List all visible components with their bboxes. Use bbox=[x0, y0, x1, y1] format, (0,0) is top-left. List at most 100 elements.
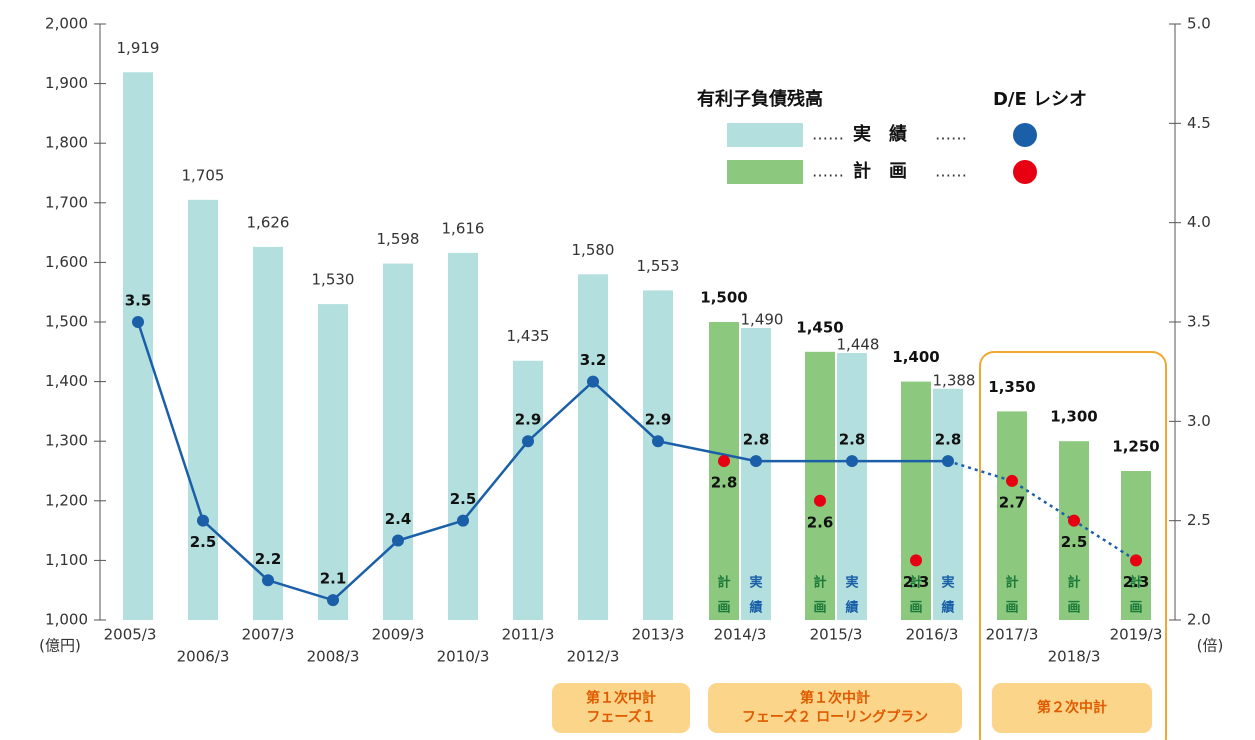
x-tick-label: 2005/3 bbox=[104, 626, 157, 644]
bar-value-label: 1,626 bbox=[247, 213, 290, 231]
actual-bar bbox=[513, 360, 543, 620]
y-tick-label: 1,400 bbox=[45, 372, 88, 390]
bar-value-label: 1,450 bbox=[796, 318, 843, 336]
bar-value-label: 1,705 bbox=[182, 166, 225, 184]
actual-bar bbox=[123, 72, 153, 620]
phase-label: フェーズ１ bbox=[586, 709, 655, 726]
in-bar-label: 計 bbox=[1129, 575, 1142, 591]
bar-value-label: 1,598 bbox=[377, 230, 420, 248]
de-plan-label: 2.7 bbox=[999, 493, 1026, 511]
de-plan-point bbox=[718, 455, 730, 468]
x-tick-label: 2006/3 bbox=[177, 648, 230, 666]
bar-value-label: 1,250 bbox=[1112, 438, 1159, 456]
bar-value-label: 1,435 bbox=[507, 327, 550, 345]
de-plan-point bbox=[1130, 554, 1142, 567]
de-plan-point bbox=[1006, 474, 1018, 487]
de-plan-point bbox=[910, 554, 922, 567]
bar-value-label: 1,350 bbox=[988, 378, 1035, 396]
in-bar-label: 画 bbox=[1005, 601, 1018, 616]
de-actual-label: 2.4 bbox=[385, 510, 412, 528]
legend-dot bbox=[1013, 123, 1037, 147]
plan-bar bbox=[1121, 471, 1151, 620]
legend-leader: …… bbox=[935, 162, 967, 181]
de-actual-label: 2.8 bbox=[839, 431, 866, 449]
plan-bar bbox=[901, 381, 931, 620]
y2-tick-label: 3.5 bbox=[1187, 313, 1211, 331]
x-tick-label: 2012/3 bbox=[567, 648, 620, 666]
phase-label: フェーズ２ ローリングプラン bbox=[742, 709, 928, 726]
actual-bar bbox=[383, 263, 413, 620]
x-tick-label: 2010/3 bbox=[437, 648, 490, 666]
y-tick-label: 1,300 bbox=[45, 432, 88, 450]
plan-bar bbox=[1059, 441, 1089, 620]
de-actual-point bbox=[652, 435, 664, 448]
bar-value-label: 1,500 bbox=[700, 289, 747, 307]
x-tick-label: 2018/3 bbox=[1048, 648, 1101, 666]
legend-leader: …… bbox=[812, 125, 844, 144]
y-tick-label: 1,100 bbox=[45, 551, 88, 569]
de-actual-line bbox=[136, 321, 948, 602]
x-tick-label: 2007/3 bbox=[242, 626, 295, 644]
de-actual-point bbox=[522, 435, 534, 448]
legend-leader: …… bbox=[812, 162, 844, 181]
de-actual-point bbox=[262, 574, 274, 587]
legend-title: D/E レシオ bbox=[993, 89, 1087, 110]
y-tick-label: 1,200 bbox=[45, 491, 88, 509]
bar-value-label: 1,490 bbox=[741, 310, 784, 328]
bar-value-label: 1,530 bbox=[312, 271, 355, 289]
in-bar-label: 績 bbox=[845, 600, 858, 616]
de-actual-point bbox=[750, 455, 762, 468]
actual-bar bbox=[578, 274, 608, 620]
y2-tick-label: 3.0 bbox=[1187, 412, 1211, 430]
de-actual-point bbox=[327, 594, 339, 607]
de-actual-point bbox=[846, 455, 858, 468]
de-plan-point bbox=[1068, 514, 1080, 527]
in-bar-label: 画 bbox=[813, 601, 826, 616]
y-tick-label: 1,500 bbox=[45, 313, 88, 331]
de-plan-label: 2.5 bbox=[1061, 533, 1088, 551]
in-bar-label: 画 bbox=[1067, 601, 1080, 616]
y2-tick-label: 5.0 bbox=[1187, 15, 1211, 33]
in-bar-label: 計 bbox=[813, 575, 826, 591]
de-actual-label: 2.1 bbox=[320, 570, 347, 588]
x-tick-label: 2009/3 bbox=[372, 626, 425, 644]
de-actual-label: 2.9 bbox=[645, 411, 672, 429]
y-tick-label: 1,800 bbox=[45, 134, 88, 152]
de-actual-point bbox=[132, 316, 144, 328]
y2-tick-label: 4.5 bbox=[1187, 114, 1211, 132]
y-tick-label: 1,900 bbox=[45, 74, 88, 92]
de-plan-line bbox=[947, 459, 1137, 562]
y-tick-label: 1,700 bbox=[45, 193, 88, 211]
legend-label: 計 画 bbox=[853, 160, 907, 182]
de-actual-label: 2.9 bbox=[515, 411, 542, 429]
x-tick-label: 2015/3 bbox=[810, 626, 863, 644]
in-bar-label: 計 bbox=[909, 575, 922, 591]
phase-box bbox=[992, 683, 1152, 733]
bar-value-label: 1,616 bbox=[442, 219, 485, 237]
de-actual-point bbox=[392, 534, 404, 547]
actual-bar bbox=[188, 199, 218, 620]
de-plan-label: 2.3 bbox=[903, 573, 930, 591]
bar-value-label: 1,553 bbox=[637, 257, 680, 275]
in-bar-label: 計 bbox=[1005, 575, 1018, 591]
phase-box bbox=[552, 683, 690, 733]
legend-dot bbox=[1013, 160, 1037, 184]
de-actual-point bbox=[197, 514, 209, 527]
legend-label: 実 績 bbox=[853, 123, 907, 145]
y-tick-label: 1,600 bbox=[45, 253, 88, 271]
bar-value-label: 1,400 bbox=[892, 348, 939, 366]
plan-bar bbox=[997, 411, 1027, 620]
plan-bar bbox=[805, 351, 835, 620]
de-plan-label: 2.3 bbox=[1123, 573, 1150, 591]
x-tick-label: 2008/3 bbox=[307, 648, 360, 666]
bar-value-label: 1,919 bbox=[117, 39, 160, 57]
phase-box bbox=[708, 683, 962, 733]
actual-bar bbox=[741, 327, 771, 620]
in-bar-label: 実 bbox=[941, 575, 954, 591]
de-actual-label: 2.5 bbox=[190, 533, 217, 551]
in-bar-label: 実 bbox=[749, 575, 762, 591]
bar-value-label: 1,448 bbox=[837, 335, 880, 353]
in-bar-label: 画 bbox=[1129, 601, 1142, 616]
de-actual-point bbox=[457, 514, 469, 527]
x-tick-label: 2019/3 bbox=[1110, 626, 1163, 644]
